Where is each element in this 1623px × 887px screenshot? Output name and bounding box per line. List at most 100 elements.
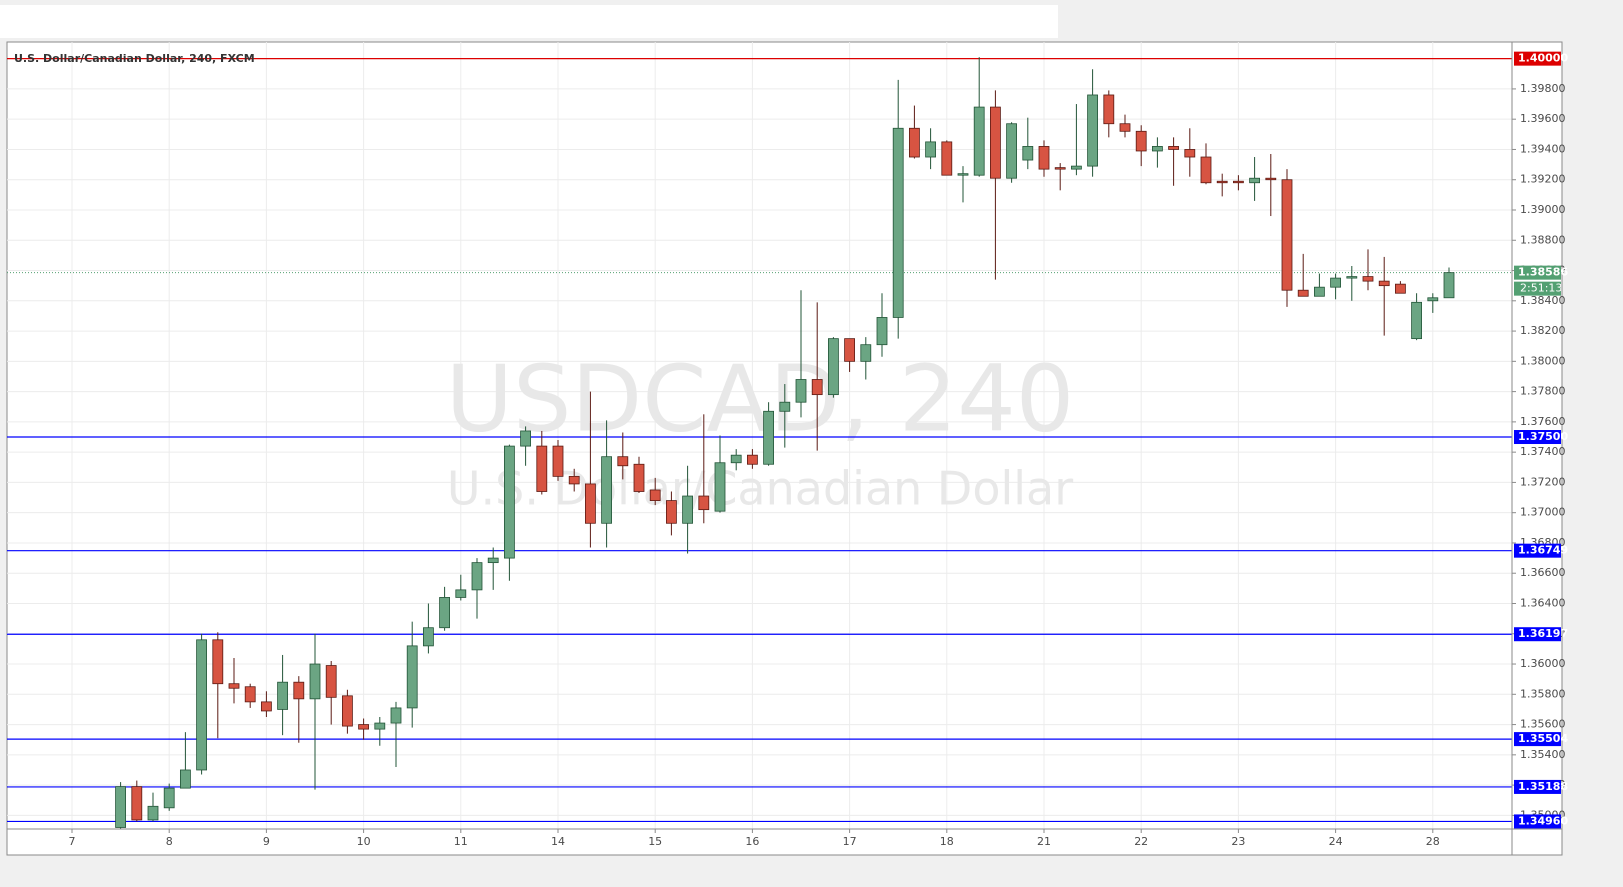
candle-body [779, 401, 791, 412]
candle-body [293, 681, 305, 700]
candle-body [763, 410, 774, 465]
candle-body [747, 454, 758, 465]
level-label-box [1514, 779, 1561, 794]
x-tick-label: 10 [357, 835, 371, 848]
candle-body [1184, 149, 1196, 158]
candle-body [730, 454, 742, 464]
candle-body [1427, 297, 1439, 302]
candle-body [1362, 276, 1374, 282]
candle-body [649, 489, 661, 501]
candle-body [795, 379, 807, 403]
candle-body [682, 495, 693, 524]
y-tick-label: 1.38000 [1520, 354, 1566, 367]
candle-body [811, 379, 823, 396]
candle-body [617, 456, 629, 467]
candle-body [260, 701, 272, 712]
candle-body [309, 663, 321, 700]
y-tick-label: 1.39400 [1520, 142, 1566, 155]
candle-body [601, 456, 612, 524]
x-tick-label: 24 [1329, 835, 1343, 848]
candle-body [552, 445, 564, 477]
candle-body [422, 627, 434, 647]
candle-body [147, 805, 159, 821]
candle-body [1395, 283, 1406, 294]
candle-body [455, 589, 467, 598]
candle-body [876, 317, 888, 346]
y-tick-label: 1.36000 [1520, 657, 1566, 670]
candle-body [1168, 146, 1179, 150]
candle-body [1087, 94, 1098, 167]
candle-body [1297, 289, 1309, 297]
y-tick-label: 1.39000 [1520, 203, 1566, 216]
candle-body [471, 562, 483, 591]
candle-body [941, 141, 953, 176]
candle-body [1378, 280, 1390, 287]
candle-body [1233, 180, 1244, 184]
candle-body [1071, 165, 1082, 170]
candle-body [1330, 277, 1341, 288]
y-tick-label: 1.39200 [1520, 173, 1566, 186]
candle-body [1265, 177, 1277, 181]
level-label-box [1514, 51, 1561, 66]
level-label: 1.36197 [1518, 627, 1568, 640]
candle-body [892, 127, 904, 318]
x-tick-label: 17 [843, 835, 857, 848]
y-tick-label: 1.37400 [1520, 445, 1566, 458]
y-tick-label: 1.39800 [1520, 82, 1566, 95]
level-label-box [1514, 430, 1561, 445]
candle-body [163, 787, 175, 809]
x-tick-label: 14 [551, 835, 565, 848]
candle-body [1038, 146, 1050, 170]
candle-body [1054, 167, 1066, 170]
y-tick-label: 1.35800 [1520, 687, 1566, 700]
candle-body [179, 769, 191, 789]
x-tick-label: 11 [454, 835, 468, 848]
x-tick-label: 18 [940, 835, 954, 848]
y-tick-label: 1.36400 [1520, 596, 1566, 609]
x-tick-label: 16 [745, 835, 759, 848]
x-tick-label: 9 [263, 835, 270, 848]
candle-body [1443, 272, 1455, 299]
x-tick-label: 15 [648, 835, 662, 848]
candle-body [374, 722, 386, 730]
candle-body [925, 141, 936, 158]
last-price-box [1514, 265, 1561, 280]
level-label: 1.35504 [1518, 732, 1568, 745]
candle-body [666, 500, 677, 524]
x-tick-label: 7 [69, 835, 76, 848]
x-tick-label: 23 [1231, 835, 1245, 848]
candle-body [1216, 180, 1228, 184]
level-label-box [1514, 627, 1561, 642]
candle-body [406, 645, 418, 709]
candle-body [909, 127, 920, 158]
level-label: 1.40000 [1518, 52, 1568, 65]
candle-body [358, 724, 370, 730]
candle-body [1103, 94, 1115, 125]
candle-body [503, 445, 515, 559]
candle-body [1411, 301, 1422, 340]
candle-body [115, 786, 126, 828]
y-tick-label: 1.38800 [1520, 233, 1566, 246]
candle-body [1119, 123, 1131, 132]
level-label: 1.36749 [1518, 544, 1568, 557]
candle-body [568, 475, 580, 485]
candle-body [973, 106, 985, 176]
countdown-box [1514, 281, 1561, 296]
y-tick-label: 1.38400 [1520, 294, 1566, 307]
watermark: USDCAD, 240 [446, 345, 1075, 452]
y-tick-label: 1.35600 [1520, 718, 1566, 731]
level-label: 1.37500 [1518, 430, 1568, 443]
candle-body [698, 495, 710, 511]
x-tick-label: 8 [166, 835, 173, 848]
y-tick-label: 1.38200 [1520, 324, 1566, 337]
x-tick-label: 21 [1037, 835, 1051, 848]
candle-body [1006, 123, 1017, 179]
candle-body [212, 639, 224, 685]
y-tick-label: 1.39600 [1520, 112, 1566, 125]
candle-body [957, 173, 969, 176]
candle-body [325, 665, 337, 698]
candle-body [1314, 286, 1325, 297]
candle-body [390, 707, 402, 724]
candle-body [990, 106, 1001, 179]
